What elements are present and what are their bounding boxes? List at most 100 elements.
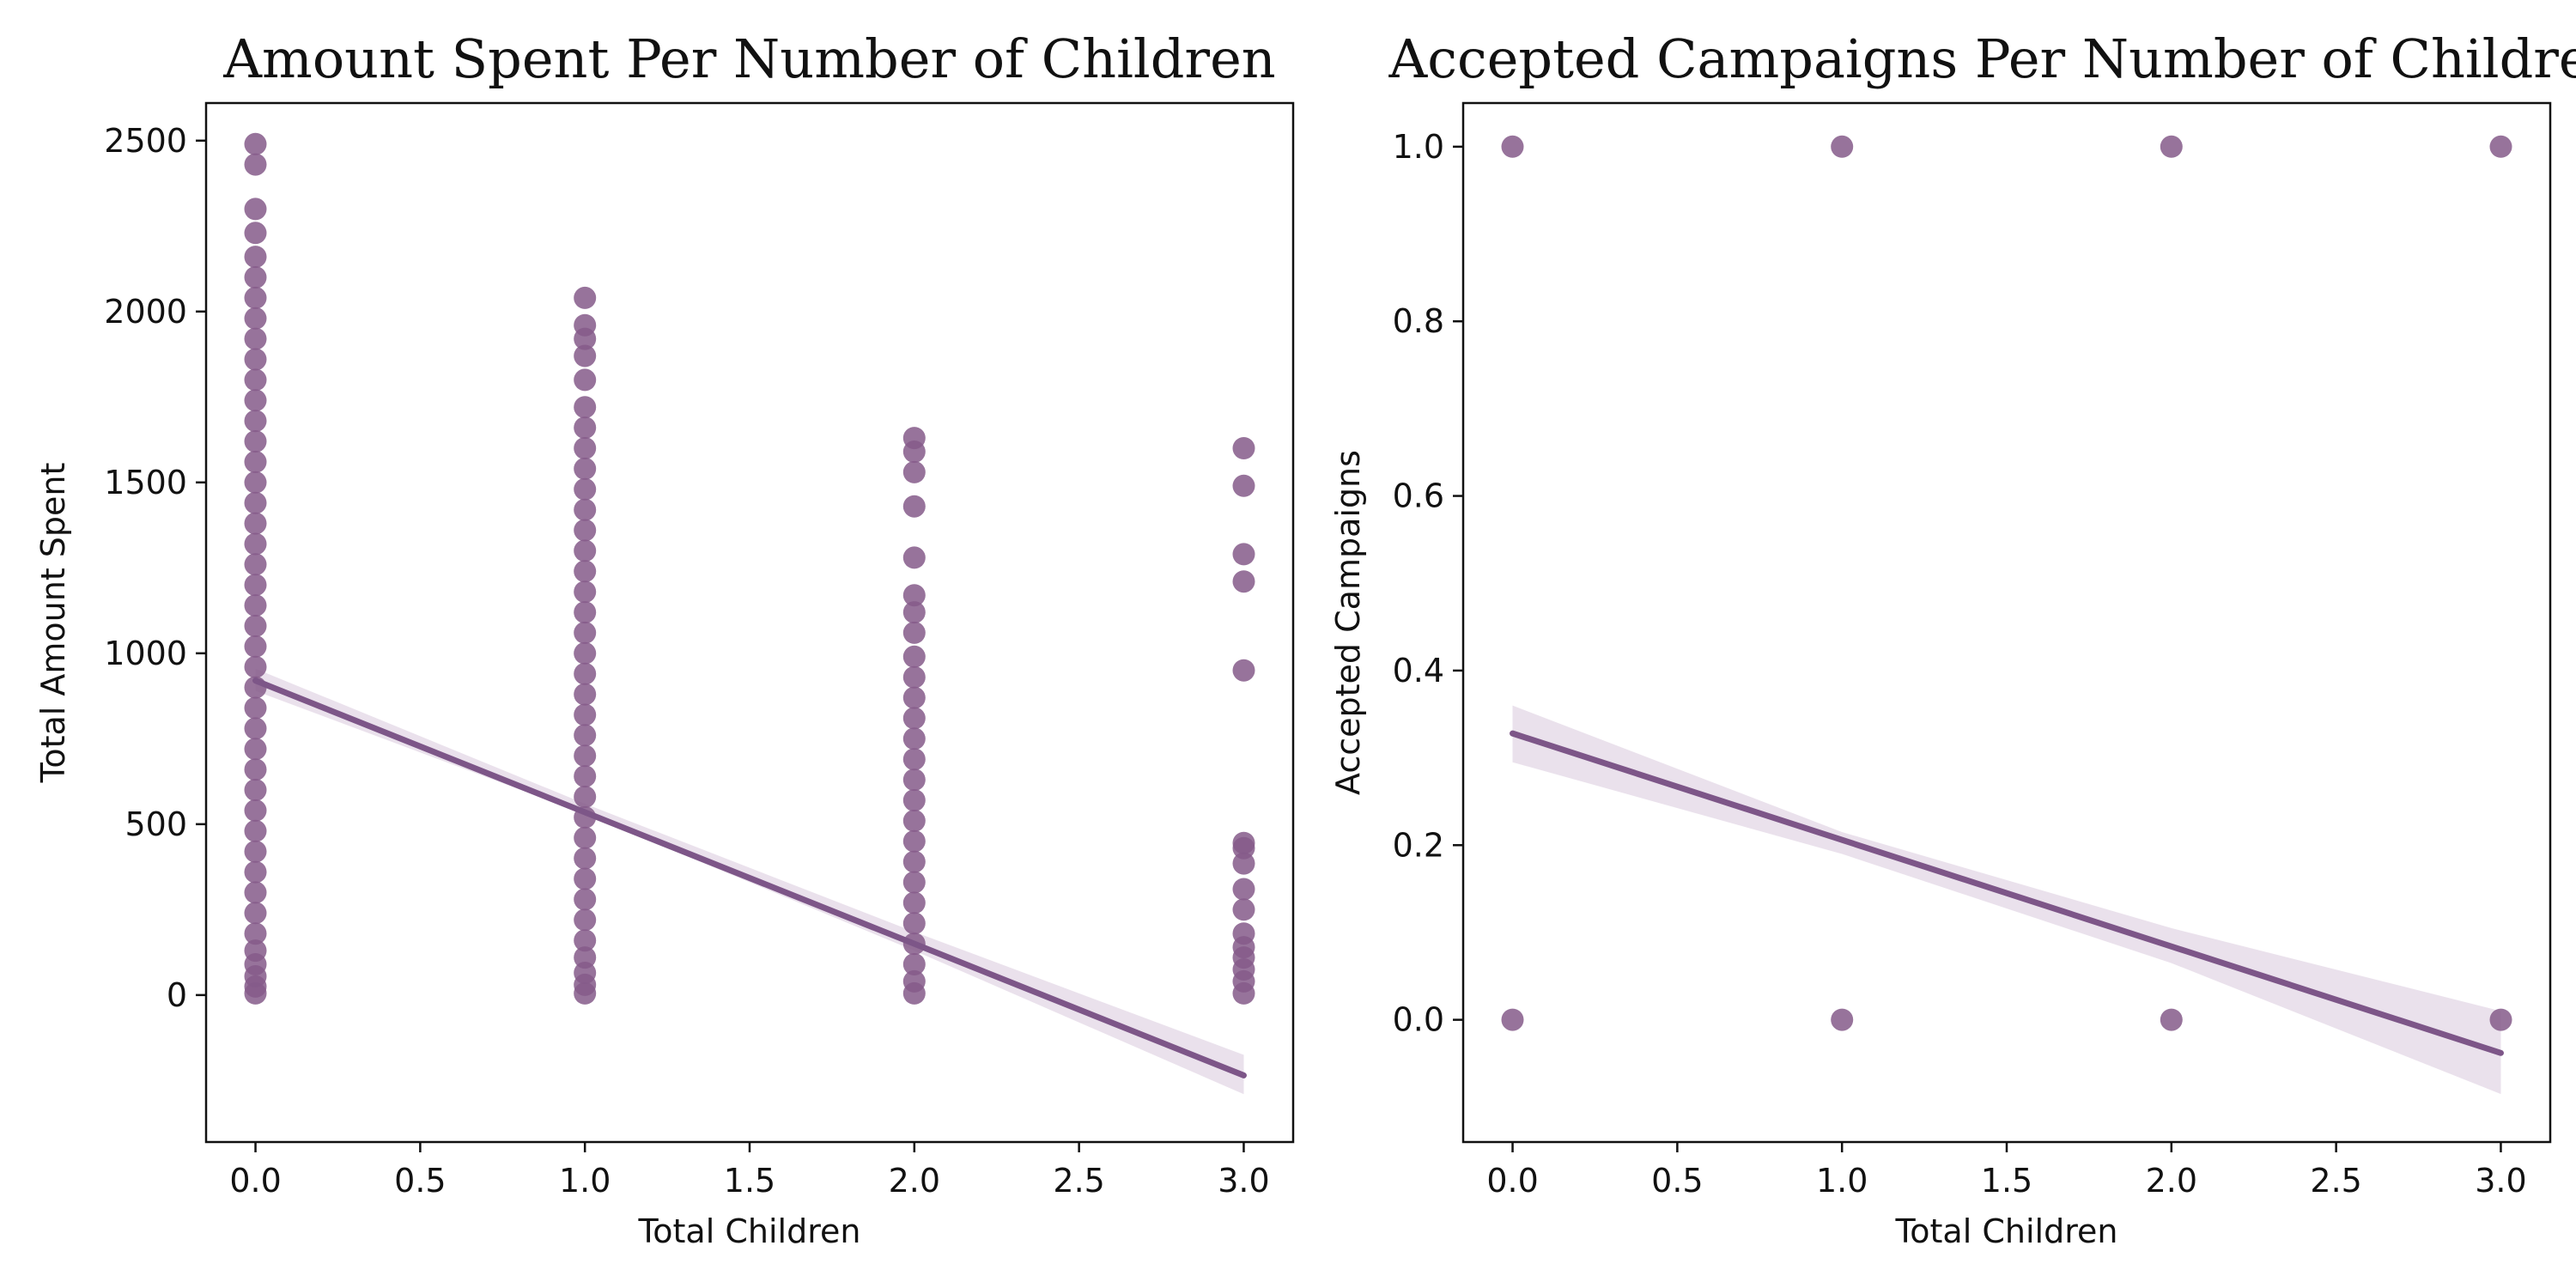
data-point: [1831, 135, 1854, 158]
confidence-band: [1512, 705, 2501, 1095]
y-tick-label: 0: [167, 976, 187, 1014]
data-point: [2160, 1008, 2183, 1031]
data-point: [244, 655, 267, 678]
x-tick-label: 1.0: [1816, 1162, 1868, 1200]
data-point: [902, 427, 926, 450]
data-point: [574, 580, 597, 604]
data-point: [902, 748, 926, 771]
x-axis-label: Total Children: [638, 1212, 861, 1250]
data-point: [902, 829, 926, 853]
data-point: [244, 840, 267, 863]
data-point: [244, 717, 267, 740]
data-point: [902, 871, 926, 894]
data-point: [244, 197, 267, 221]
data-point: [244, 389, 267, 412]
data-point: [244, 939, 267, 963]
data-point: [902, 601, 926, 624]
data-point: [574, 498, 597, 521]
x-tick-label: 0.5: [1651, 1162, 1703, 1200]
x-tick-label: 2.0: [2146, 1162, 2197, 1200]
axes-frame: [204, 101, 1295, 1144]
data-point: [574, 396, 597, 419]
data-point: [244, 574, 267, 597]
data-point: [244, 902, 267, 925]
data-point: [244, 738, 267, 761]
data-point: [244, 696, 267, 720]
data-point: [244, 819, 267, 842]
data-point: [244, 153, 267, 176]
data-point: [244, 348, 267, 371]
data-point: [244, 246, 267, 269]
data-point: [244, 594, 267, 617]
data-point: [902, 850, 926, 873]
confidence-band: [255, 668, 1244, 1095]
data-point: [244, 286, 267, 309]
data-point: [244, 266, 267, 289]
data-point: [1232, 543, 1255, 566]
data-point: [574, 744, 597, 768]
data-point: [902, 495, 926, 518]
data-point: [244, 491, 267, 514]
data-point: [1232, 831, 1255, 854]
scatter-points: [244, 132, 1255, 1005]
x-tick-label: 3.0: [1218, 1162, 1269, 1200]
y-tick-label: 1000: [104, 635, 187, 672]
data-point: [574, 908, 597, 932]
y-axis-label: Accepted Campaigns: [1329, 450, 1367, 795]
y-tick-label: 0.6: [1393, 477, 1444, 515]
data-point: [244, 635, 267, 658]
data-point: [2489, 1008, 2512, 1031]
y-axis-label: Total Amount Spent: [34, 463, 72, 784]
data-point: [574, 477, 597, 501]
regression-line: [1510, 730, 2504, 1056]
y-tick-label: 0.2: [1393, 826, 1444, 864]
data-point: [902, 789, 926, 811]
data-point: [1232, 474, 1255, 497]
x-tick-label: 0.5: [394, 1162, 446, 1200]
data-point: [574, 601, 597, 624]
chart-title: Amount Spent Per Number of Children: [222, 27, 1275, 90]
data-point: [902, 769, 926, 792]
data-point: [574, 765, 597, 788]
y-tick-label: 0.8: [1393, 302, 1444, 340]
data-point: [902, 809, 926, 832]
data-point: [1232, 659, 1255, 682]
x-tick-label: 2.0: [889, 1162, 940, 1200]
data-point: [244, 779, 267, 801]
data-point: [1831, 1008, 1854, 1031]
x-tick-label: 0.0: [229, 1162, 281, 1200]
data-point: [574, 826, 597, 849]
data-point: [574, 703, 597, 726]
data-point: [244, 758, 267, 781]
data-point: [244, 471, 267, 494]
data-point: [574, 313, 597, 337]
data-point: [244, 553, 267, 576]
chart-title: Accepted Campaigns Per Number of Childre…: [1388, 27, 2576, 90]
x-tick-label: 0.0: [1486, 1162, 1538, 1200]
data-point: [902, 969, 926, 993]
data-point: [244, 922, 267, 945]
data-point: [574, 560, 597, 583]
data-point: [244, 881, 267, 904]
y-tick-label: 2500: [104, 122, 187, 160]
data-point: [244, 450, 267, 473]
data-point: [574, 683, 597, 706]
y-tick-label: 1500: [104, 464, 187, 501]
y-tick-label: 2000: [104, 293, 187, 331]
data-point: [244, 410, 267, 433]
y-tick-label: 500: [125, 805, 187, 843]
x-axis-label: Total Children: [1895, 1212, 2118, 1250]
data-point: [244, 532, 267, 556]
data-point: [902, 546, 926, 569]
data-point: [902, 621, 926, 644]
data-point: [244, 307, 267, 330]
data-point: [1232, 852, 1255, 875]
data-point: [574, 867, 597, 890]
data-point: [244, 799, 267, 822]
data-point: [574, 344, 597, 368]
data-point: [574, 786, 597, 808]
data-point: [902, 460, 926, 483]
x-tick-label: 1.5: [724, 1162, 775, 1200]
data-point: [574, 929, 597, 952]
data-point: [902, 665, 926, 689]
